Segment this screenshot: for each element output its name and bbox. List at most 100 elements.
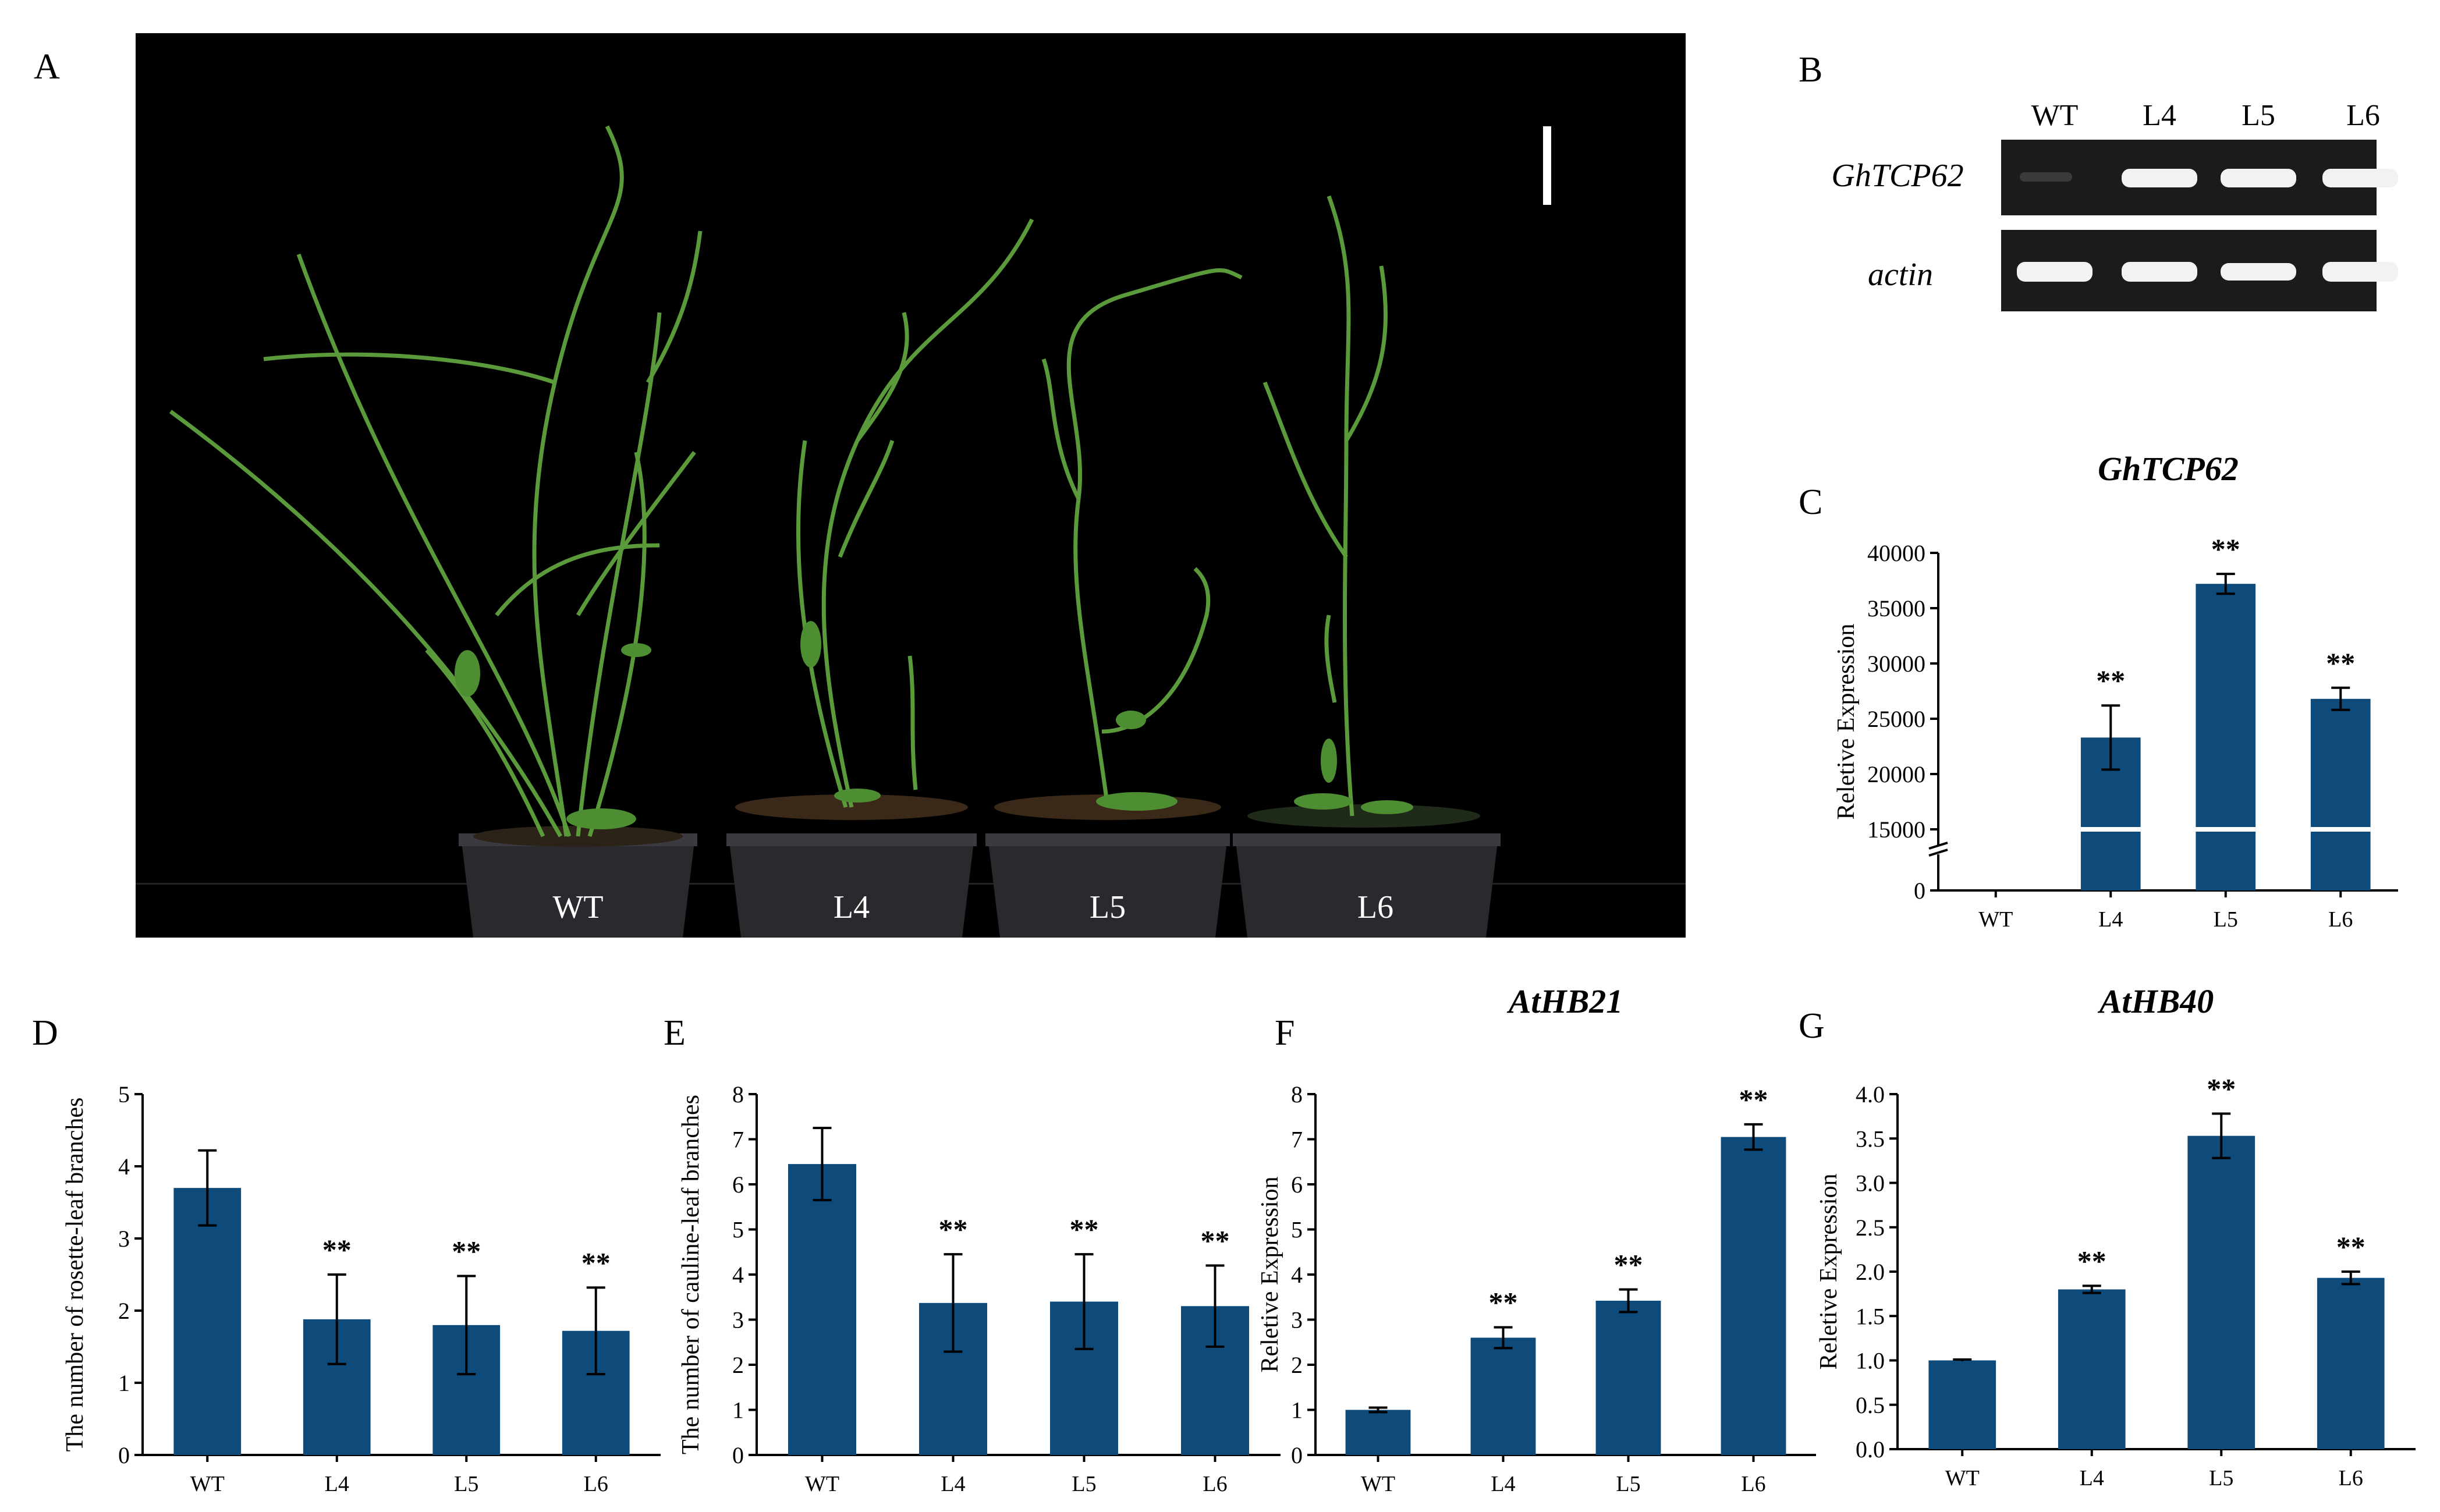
significance-mark: **	[1201, 1224, 1230, 1257]
axis-break-mark	[1928, 842, 1948, 850]
significance-mark: **	[2326, 647, 2355, 679]
x-tick-label: L6	[2328, 907, 2353, 932]
x-tick-label: WT	[1945, 1466, 1980, 1490]
panel-letter-d: D	[32, 1013, 58, 1053]
y-tick-label: 4	[1291, 1262, 1303, 1288]
pot-label-wt: WT	[552, 889, 603, 925]
significance-mark: **	[1739, 1083, 1768, 1116]
y-tick-label: 40000	[1867, 540, 1925, 566]
x-tick-label: WT	[190, 1472, 225, 1496]
x-tick-label: L6	[584, 1472, 608, 1496]
y-tick-label: 1.5	[1856, 1303, 1885, 1329]
pot-label-l5: L5	[1090, 889, 1126, 925]
bar-l5	[1595, 1300, 1661, 1455]
bar-l5	[2187, 1135, 2255, 1449]
significance-mark: **	[2077, 1244, 2106, 1277]
bar-wt	[1345, 1410, 1411, 1455]
y-tick-label: 8	[732, 1081, 744, 1108]
chart-title: AtHB21	[1507, 982, 1623, 1020]
gel-lane-l4: L4	[2143, 99, 2176, 132]
y-tick-label: 2.5	[1856, 1215, 1885, 1241]
x-tick-label: L4	[941, 1472, 965, 1496]
y-tick-label: 2	[118, 1298, 130, 1324]
panel-letter-e: E	[664, 1013, 686, 1053]
y-tick-label: 5	[732, 1217, 744, 1243]
gel-lane-l6: L6	[2346, 99, 2380, 132]
y-tick-label: 1	[732, 1397, 744, 1424]
y-tick-label: 8	[1291, 1081, 1303, 1108]
chart-title: GhTCP62	[2098, 450, 2239, 488]
plant-l6	[1262, 195, 1388, 817]
x-tick-label: L4	[2080, 1466, 2104, 1490]
x-tick-label: L6	[1203, 1472, 1227, 1496]
x-tick-label: L4	[325, 1472, 349, 1496]
bar-break-line	[2196, 827, 2256, 832]
y-tick-label: 0	[1914, 878, 1925, 904]
y-axis-label: Reletive Expression	[1815, 1173, 1842, 1369]
panel-letter-c: C	[1799, 482, 1823, 522]
gel-row-ghtcp62: GhTCP62	[1831, 158, 1963, 194]
chart-title: AtHB40	[2098, 982, 2214, 1020]
gel-lane-wt: WT	[2031, 99, 2079, 132]
y-tick-label: 4	[118, 1153, 130, 1180]
bar-wt	[1928, 1360, 1996, 1449]
y-tick-label: 35000	[1867, 595, 1925, 622]
x-tick-label: WT	[805, 1472, 839, 1496]
chart-d: 0 1 2 3 4 5 The number of rosette-leaf branche…	[62, 1081, 661, 1496]
gel-panel: WT L4 L5 L6 GhTCP62 actin	[1831, 99, 2398, 311]
y-axis-label: The number of rosette-leaf branches	[62, 1098, 88, 1452]
y-tick-label: 3.5	[1856, 1126, 1885, 1152]
y-axis-label: The number of cauline-leaf branches	[678, 1095, 704, 1454]
y-tick-label: 7	[732, 1127, 744, 1153]
significance-mark: **	[2096, 664, 2125, 697]
x-tick-label: L4	[1491, 1472, 1515, 1496]
chart-e: 0 1 2 3 4 5 6 7 8 The number of cauline-leaf bran…	[678, 1081, 1281, 1496]
panel-letter-a: A	[34, 47, 60, 87]
chart-c: 0 15000 20000 25000 30000 35000 40000 Reletive …	[1833, 450, 2398, 932]
y-tick-label: 4	[732, 1262, 744, 1288]
y-tick-label: 0	[1291, 1442, 1303, 1468]
plant-illustration: WT L4 L5 L6	[136, 125, 1686, 938]
y-tick-label: 6	[1291, 1172, 1303, 1198]
bar-l4	[1470, 1337, 1536, 1455]
x-tick-label: L6	[2339, 1466, 2363, 1490]
significance-mark: **	[452, 1234, 481, 1267]
plant-l5	[1041, 268, 1243, 808]
y-axis-label: Reletive Expression	[1257, 1176, 1283, 1372]
chart-f: 0 1 2 3 4 5 6 7 8 Reletive Expression AtHB21 WT ** L4…	[1257, 982, 1816, 1496]
significance-mark: **	[2207, 1073, 2236, 1105]
y-tick-label: 0.0	[1856, 1436, 1885, 1463]
axis-break-mark	[1928, 849, 1948, 857]
significance-mark: **	[2211, 533, 2240, 565]
bar-l4	[2058, 1289, 2126, 1449]
y-tick-label: 20000	[1867, 761, 1925, 787]
y-tick-label: 2.0	[1856, 1259, 1885, 1285]
significance-mark: **	[1489, 1286, 1518, 1319]
x-tick-label: WT	[1978, 907, 2013, 932]
x-tick-label: WT	[1361, 1472, 1395, 1496]
significance-mark: **	[1614, 1248, 1643, 1281]
y-tick-label: 2	[732, 1352, 744, 1378]
bar-l6	[2317, 1277, 2385, 1449]
significance-mark: **	[939, 1213, 968, 1245]
y-tick-label: 7	[1291, 1127, 1303, 1153]
y-tick-label: 1.0	[1856, 1348, 1885, 1374]
pot-label-l4: L4	[834, 889, 870, 925]
y-tick-label: 15000	[1867, 817, 1925, 843]
pot-label-l6: L6	[1357, 889, 1393, 925]
y-axis-label: Reletive Expression	[1833, 623, 1860, 819]
y-tick-label: 0	[118, 1442, 130, 1468]
panel-letter-f: F	[1275, 1013, 1295, 1053]
y-tick-label: 0.5	[1856, 1392, 1885, 1418]
bar-wt	[173, 1188, 242, 1455]
y-tick-label: 5	[1291, 1217, 1303, 1243]
y-tick-label: 0	[732, 1442, 744, 1468]
y-tick-label: 4.0	[1856, 1081, 1885, 1108]
y-tick-label: 5	[118, 1081, 130, 1108]
bar-l6	[1721, 1137, 1786, 1455]
bar-l6	[2310, 698, 2371, 890]
significance-mark: **	[1070, 1213, 1099, 1245]
plant-wt	[169, 125, 703, 837]
panel-letter-g: G	[1799, 1006, 1825, 1046]
x-tick-label: L5	[2209, 1466, 2233, 1490]
